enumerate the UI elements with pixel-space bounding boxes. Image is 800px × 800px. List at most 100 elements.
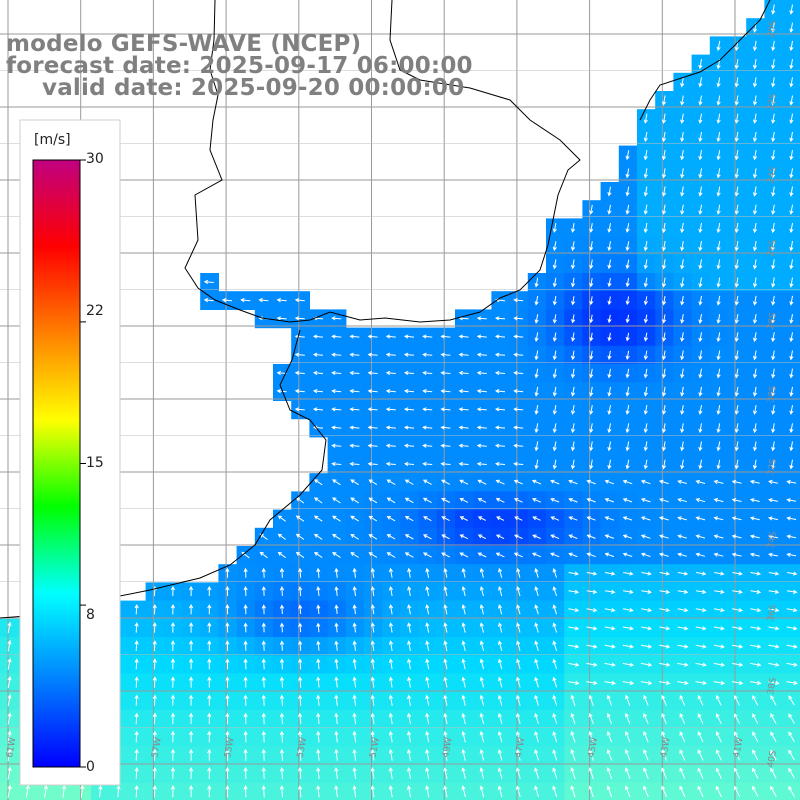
wind-arrow	[771, 150, 776, 161]
wind-arrow	[752, 368, 758, 379]
wind-arrow	[459, 552, 469, 558]
wind-arrow	[715, 767, 722, 779]
wind-arrow	[388, 712, 393, 725]
wind-arrow	[625, 350, 630, 361]
wind-arrow	[786, 662, 798, 667]
wind-arrow	[625, 423, 630, 434]
wind-arrow	[643, 113, 648, 124]
wind-arrow	[279, 748, 285, 761]
wind-arrow	[425, 658, 430, 670]
wind-arrow	[316, 712, 321, 725]
wind-arrow	[568, 680, 580, 685]
wind-arrow	[570, 386, 576, 397]
wind-arrow	[534, 749, 539, 761]
wind-arrow	[698, 95, 703, 106]
wind-arrow	[570, 405, 576, 415]
wind-arrow	[607, 405, 612, 415]
wind-arrow	[771, 314, 776, 324]
wind-arrow	[698, 131, 703, 143]
wind-arrow	[749, 534, 760, 539]
wind-arrow	[349, 352, 360, 357]
wind-arrow	[188, 603, 194, 615]
wind-arrow	[370, 640, 375, 651]
wind-arrow	[459, 497, 469, 503]
wind-arrow	[388, 767, 393, 779]
wind-arrow	[677, 479, 687, 484]
wind-arrow	[786, 608, 798, 613]
wind-arrow	[622, 534, 633, 539]
wind-arrow	[316, 767, 321, 779]
wind-arrow	[677, 516, 687, 521]
wind-arrow	[422, 389, 433, 394]
wind-arrow	[188, 658, 194, 670]
wind-arrow	[477, 498, 487, 503]
wind-arrow	[279, 640, 285, 651]
wind-arrow	[316, 658, 321, 670]
wind-arrow	[625, 694, 631, 706]
wind-arrow	[570, 368, 576, 379]
wind-arrow	[513, 461, 524, 467]
wind-arrow	[225, 604, 230, 615]
wind-arrow	[640, 534, 651, 539]
wind-arrow	[789, 332, 794, 343]
wind-arrow	[422, 443, 433, 448]
latitude-label: 26S	[766, 239, 779, 258]
wind-arrow	[752, 222, 758, 234]
wind-arrow	[789, 241, 794, 252]
wind-arrow	[570, 277, 576, 288]
wind-arrow	[768, 626, 780, 631]
wind-arrow	[552, 676, 558, 688]
wind-arrow	[586, 534, 596, 539]
wind-arrow	[459, 479, 469, 485]
wind-arrow	[516, 694, 521, 706]
wind-arrow	[604, 534, 615, 539]
wind-arrow	[677, 680, 689, 685]
wind-arrow	[570, 712, 576, 725]
wind-arrow	[277, 551, 286, 559]
wind-arrow	[643, 296, 648, 306]
wind-arrow	[534, 622, 539, 633]
wind-arrow	[477, 479, 487, 485]
wind-arrow	[388, 567, 394, 578]
wind-arrow	[534, 368, 539, 379]
wind-arrow	[407, 604, 412, 615]
wind-arrow	[479, 749, 485, 761]
wind-arrow	[713, 479, 724, 484]
wind-arrow	[370, 676, 375, 688]
wind-arrow	[277, 533, 286, 540]
wind-arrow	[334, 640, 339, 651]
longitude-label: 61W	[5, 737, 18, 759]
wind-arrow	[643, 222, 648, 234]
wind-arrow	[152, 676, 157, 688]
wind-arrow	[771, 277, 776, 288]
wind-arrow	[334, 694, 339, 706]
wind-arrow	[588, 694, 594, 706]
wind-arrow	[534, 658, 539, 670]
wind-arrow	[750, 644, 762, 649]
wind-arrow	[243, 712, 248, 725]
wind-arrow	[479, 604, 484, 615]
wind-arrow	[680, 95, 685, 106]
wind-arrow	[625, 204, 630, 215]
wind-arrow	[771, 113, 776, 124]
wind-arrow	[261, 604, 266, 615]
title-valid-date: valid date: 2025-09-20 00:00:00	[42, 75, 465, 101]
wind-arrow	[568, 498, 578, 503]
wind-arrow	[658, 498, 669, 503]
wind-arrow	[170, 676, 176, 688]
wind-arrow	[170, 585, 176, 597]
wind-arrow	[443, 658, 448, 670]
wind-arrow	[479, 785, 485, 798]
wind-arrow	[643, 350, 648, 361]
wind-arrow	[458, 352, 469, 357]
wind-arrow	[679, 785, 686, 798]
wind-arrow	[788, 767, 795, 779]
wind-arrow	[316, 586, 321, 596]
wind-arrow	[152, 694, 157, 706]
wind-arrow	[698, 204, 703, 215]
wind-arrow	[606, 694, 613, 706]
wind-arrow	[225, 676, 230, 688]
wind-arrow	[516, 640, 521, 651]
wind-arrow	[367, 334, 378, 339]
wind-arrow	[516, 567, 521, 578]
